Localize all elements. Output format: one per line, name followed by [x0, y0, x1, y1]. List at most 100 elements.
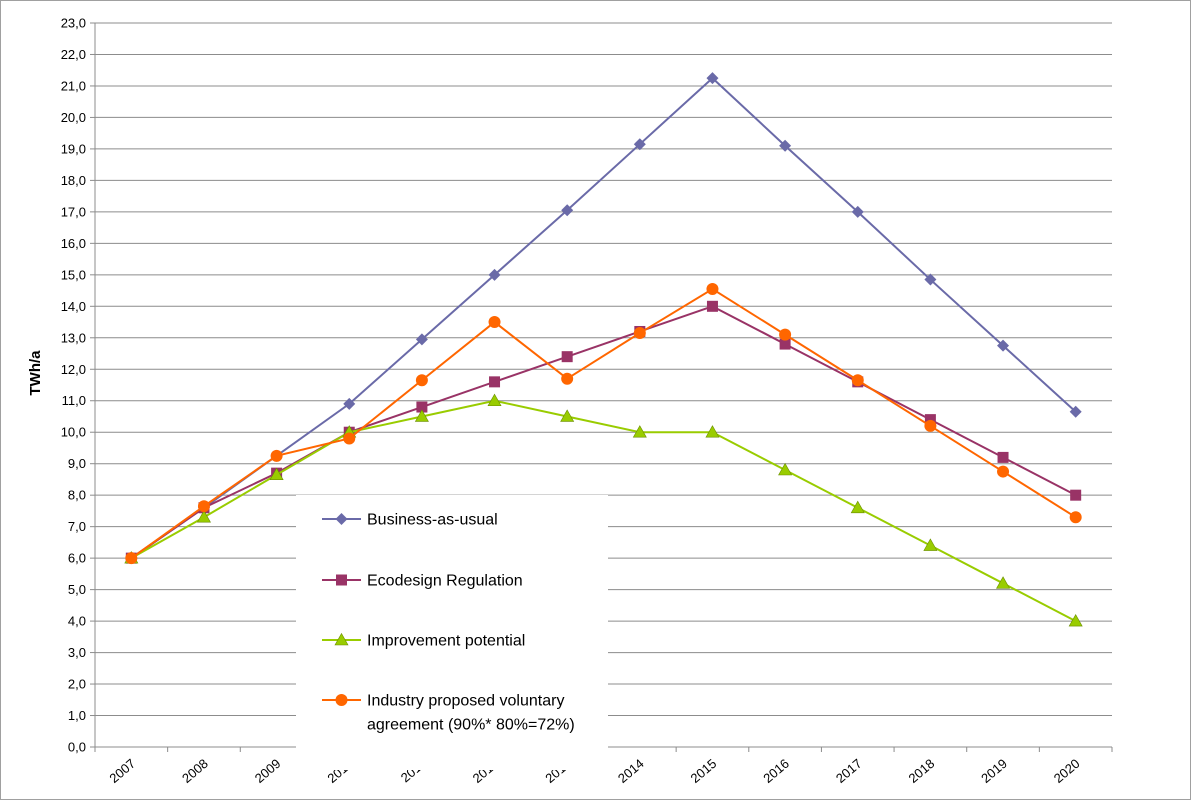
data-point [706, 282, 719, 295]
y-tick-label: 21,0 [61, 78, 86, 93]
y-tick-label: 5,0 [68, 582, 86, 597]
data-point [561, 372, 574, 385]
series-line [130, 399, 1077, 622]
legend-marker [335, 694, 348, 706]
legend-label: agreement (90%* 80%=72%) [367, 717, 575, 734]
data-point [415, 374, 428, 387]
data-point [560, 409, 575, 422]
y-axis-title: TWh/a [27, 350, 44, 396]
y-tick-label: 22,0 [61, 47, 86, 62]
data-point [778, 462, 793, 476]
y-tick-label: 17,0 [61, 204, 86, 219]
legend-item: Ecodesign Regulation [322, 573, 523, 590]
data-point [996, 576, 1011, 589]
y-tick-label: 1,0 [68, 708, 86, 723]
data-point [1070, 489, 1082, 501]
y-tick-labels: 0,0 1,0 2,0 3,0 4,0 5,0 6,0 7,0 8,0 9,0 10,0 11,0 12… [61, 16, 86, 755]
y-tick-label: 10,0 [61, 425, 86, 440]
y-tick-label: 15,0 [61, 267, 86, 282]
y-tick-label: 12,0 [61, 362, 86, 377]
data-point [851, 205, 864, 218]
series-line [130, 287, 1077, 559]
x-tick-label: 2014 [615, 756, 647, 786]
data-point [923, 538, 938, 551]
legend-item: Improvement potential [322, 633, 525, 650]
data-point [561, 351, 573, 363]
data-point [489, 376, 501, 388]
legend-item: Business-as-usual [322, 512, 498, 529]
data-point [706, 72, 719, 85]
series [124, 72, 1083, 627]
y-tick-label: 3,0 [68, 645, 86, 660]
y-tick-label: 11,0 [62, 393, 86, 408]
x-tick-label: 2015 [688, 756, 720, 786]
legend: Business-as-usual Ecodesign Regulation Imp… [296, 495, 608, 770]
y-tick-label: 13,0 [61, 330, 86, 345]
y-tick-label: 14,0 [61, 299, 86, 314]
data-point [633, 138, 646, 151]
data-point [850, 500, 865, 514]
data-point [632, 425, 647, 438]
data-point [779, 139, 792, 152]
data-point [414, 409, 429, 422]
y-tick-label: 7,0 [68, 519, 86, 534]
y-tick-label: 18,0 [61, 173, 86, 188]
y-tick-label: 23,0 [61, 16, 86, 31]
data-point [196, 510, 211, 523]
data-point [197, 500, 210, 513]
data-point [924, 273, 937, 286]
data-point [997, 339, 1010, 352]
data-point [343, 397, 356, 410]
y-tick-label: 20,0 [61, 110, 86, 125]
data-point [633, 327, 646, 340]
data-point [561, 204, 574, 217]
legend-marker [336, 574, 347, 586]
legend-item: Industry proposed voluntary agreement (90… [322, 693, 575, 734]
y-tick-label: 2,0 [68, 677, 86, 692]
series-line [130, 305, 1077, 559]
y-tick-label: 0,0 [68, 740, 86, 755]
y-tick-label: 9,0 [68, 456, 86, 471]
data-point [779, 338, 791, 350]
data-point [1068, 613, 1083, 627]
y-tick-label: 8,0 [68, 488, 86, 503]
data-point [705, 425, 720, 438]
data-point [851, 374, 864, 387]
series-1 [125, 72, 1082, 565]
legend-label: Industry proposed voluntary [367, 693, 564, 710]
x-tick-label: 2020 [1051, 756, 1083, 786]
y-tick-label: 16,0 [61, 236, 86, 251]
data-point [415, 333, 428, 346]
data-point [1069, 511, 1082, 524]
data-point [924, 419, 937, 432]
data-point [779, 328, 792, 341]
data-point [1069, 405, 1082, 418]
legend-label: Improvement potential [367, 633, 525, 650]
x-tick-label: 2017 [833, 756, 865, 786]
x-tick-label: 2019 [978, 756, 1010, 786]
data-point [343, 432, 356, 445]
legend-marker [334, 632, 349, 646]
series-line [130, 76, 1077, 559]
legend-box [296, 495, 608, 770]
data-point [488, 268, 501, 281]
data-point [488, 316, 501, 329]
data-point [706, 300, 718, 312]
data-point [924, 414, 936, 426]
y-tick-label: 19,0 [61, 141, 86, 156]
x-tick-label: 2007 [106, 756, 138, 786]
x-tick-label: 2009 [252, 756, 284, 786]
legend-label: Ecodesign Regulation [367, 573, 523, 590]
data-point [416, 401, 428, 413]
legend-label: Business-as-usual [367, 512, 498, 529]
x-tick-label: 2008 [179, 756, 211, 786]
legend-marker [335, 513, 348, 525]
series-4 [125, 282, 1082, 565]
x-tick-label: 2016 [760, 756, 792, 786]
y-tick-label: 4,0 [68, 614, 86, 629]
data-point [125, 552, 138, 565]
data-point [269, 467, 284, 481]
y-tick-label: 6,0 [68, 551, 86, 566]
data-point [997, 451, 1009, 463]
